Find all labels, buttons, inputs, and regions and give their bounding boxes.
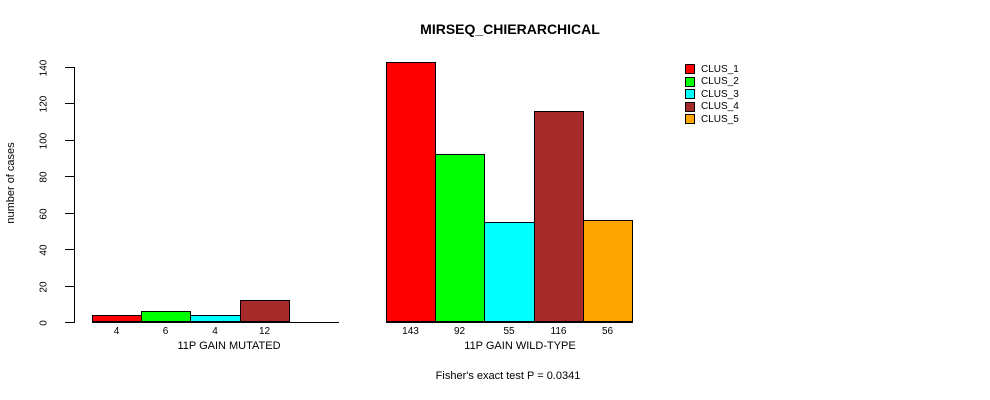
y-tick-label: 20 — [38, 280, 50, 293]
bar-clus_5 — [583, 220, 633, 322]
bar-clus_3 — [484, 222, 535, 322]
bar-value-label: 4 — [212, 326, 218, 337]
y-tick-label: 120 — [38, 95, 50, 112]
legend-swatch-icon — [685, 101, 695, 112]
y-tick-mark — [65, 103, 74, 104]
legend-item-clus_3: CLUS_3 — [685, 89, 739, 100]
legend-item-clus_5: CLUS_5 — [685, 114, 739, 125]
bar-value-label: 143 — [402, 326, 419, 337]
bar-value-label: 92 — [453, 326, 466, 337]
group-label: 11P GAIN WILD-TYPE — [464, 340, 576, 352]
bar-value-label: 116 — [550, 326, 567, 337]
bar-clus_1 — [92, 315, 142, 322]
bar-clus_4 — [240, 300, 290, 322]
legend-swatch-icon — [685, 89, 695, 99]
y-tick-label: 0 — [38, 319, 50, 326]
legend-label: CLUS_1 — [701, 63, 739, 75]
legend-swatch-icon — [685, 114, 695, 124]
y-tick-label: 80 — [38, 170, 50, 183]
fisher-test-annotation: Fisher's exact test P = 0.0341 — [435, 370, 581, 382]
bar-value-label: 12 — [258, 326, 271, 337]
bar-clus_2 — [141, 311, 191, 322]
legend-item-clus_2: CLUS_2 — [685, 76, 739, 87]
bar-value-label: 56 — [601, 326, 614, 337]
y-axis-label: number of cases — [5, 142, 17, 224]
bar-clus_2 — [435, 154, 485, 322]
y-tick-mark — [65, 286, 74, 287]
legend-label: CLUS_3 — [701, 88, 739, 100]
y-tick-label: 40 — [38, 243, 50, 256]
y-tick-mark — [65, 67, 74, 68]
legend-label: CLUS_4 — [701, 101, 739, 112]
y-tick-mark — [65, 213, 74, 214]
y-axis-line — [74, 67, 75, 323]
y-tick-mark — [65, 176, 74, 177]
bar-value-label: 55 — [503, 326, 515, 337]
y-tick-label: 140 — [38, 59, 50, 76]
y-tick-label: 60 — [38, 207, 50, 220]
y-tick-mark — [65, 249, 74, 250]
bar-clus_1 — [386, 62, 436, 322]
x-axis-baseline — [92, 322, 339, 323]
y-tick-label: 100 — [38, 132, 50, 149]
group-label: 11P GAIN MUTATED — [177, 340, 281, 352]
chart-title: MIRSEQ_CHIERARCHICAL — [420, 21, 600, 37]
legend-swatch-icon — [685, 64, 695, 74]
legend-swatch-icon — [685, 76, 695, 87]
legend-label: CLUS_2 — [701, 76, 739, 87]
x-axis-baseline — [386, 322, 633, 323]
y-tick-mark — [65, 322, 74, 323]
bar-value-label: 6 — [162, 326, 169, 337]
legend-label: CLUS_5 — [701, 113, 739, 125]
bar-clus_4 — [534, 111, 584, 322]
bar-clus_3 — [190, 315, 241, 322]
legend-item-clus_1: CLUS_1 — [685, 64, 739, 75]
bar-value-label: 4 — [113, 326, 120, 337]
legend-item-clus_4: CLUS_4 — [685, 101, 739, 112]
y-tick-mark — [65, 140, 74, 141]
